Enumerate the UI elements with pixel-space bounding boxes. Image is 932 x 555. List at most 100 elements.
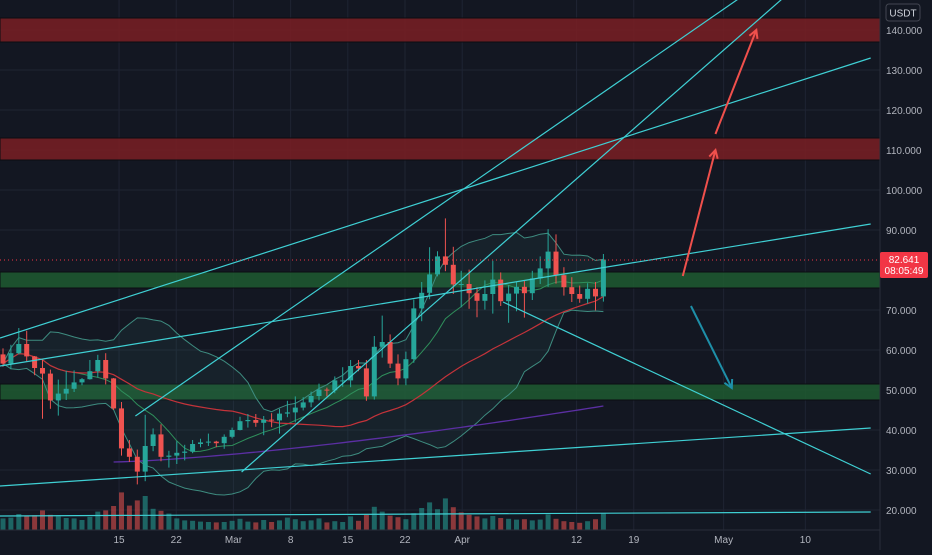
candle-body: [277, 413, 282, 421]
candle-body: [340, 380, 346, 382]
currency-label[interactable]: USDT: [885, 3, 921, 22]
candle-body: [498, 279, 504, 302]
trendline: [241, 0, 782, 473]
candle: [95, 354, 101, 378]
candle-body: [150, 434, 156, 446]
candle-body: [324, 389, 330, 391]
projection-arrow-line: [714, 29, 758, 135]
time-tick-label: 8: [288, 535, 294, 546]
volume-bar: [237, 518, 243, 530]
volume-bar: [593, 519, 598, 530]
candle-body: [356, 366, 361, 369]
candle-body: [63, 388, 69, 394]
candle: [40, 359, 45, 419]
volume-bar: [482, 518, 488, 530]
candle-body: [561, 275, 567, 288]
volume-bars: [0, 492, 606, 530]
volume-bar: [119, 492, 124, 530]
volume-bar: [450, 507, 456, 530]
trendline: [0, 223, 871, 367]
candle-body: [0, 354, 6, 364]
price-tick-label: 120.000: [886, 106, 923, 117]
candle: [111, 378, 117, 410]
candle-body: [229, 430, 235, 437]
volume-bar: [529, 520, 535, 530]
volume-bar: [245, 521, 251, 530]
volume-bar: [142, 496, 148, 530]
time-tick-label: Mar: [225, 535, 243, 546]
volume-bar: [316, 518, 322, 530]
volume-bar: [63, 518, 69, 530]
volume-bar: [198, 521, 203, 530]
candle: [79, 378, 85, 386]
candle: [229, 427, 235, 439]
candle: [32, 356, 38, 376]
candle-body: [371, 346, 377, 397]
volume-bar: [292, 519, 298, 530]
volume-bar: [498, 518, 504, 530]
volume-bar: [585, 521, 591, 530]
volume-bar: [411, 513, 417, 530]
volume-bar: [577, 522, 583, 530]
volume-bar: [32, 515, 38, 530]
candle: [514, 282, 519, 312]
volume-bar: [40, 510, 45, 530]
candle-body: [585, 288, 591, 299]
svg-text:USDT: USDT: [889, 9, 916, 20]
volume-bar: [458, 512, 464, 530]
candle: [371, 336, 377, 400]
volume-bar: [600, 513, 606, 530]
projection-arrow-head: [708, 147, 719, 159]
candle-body: [292, 407, 298, 413]
candle-body: [411, 308, 417, 360]
candle-body: [600, 259, 606, 297]
volume-bar: [71, 518, 77, 530]
volume-bar: [284, 517, 290, 530]
trendline: [135, 0, 738, 417]
candle: [182, 444, 188, 461]
volume-bar: [126, 505, 132, 530]
time-axis[interactable]: 15 22 Mar 8 15 22 Apr 12 19 May 10: [113, 535, 811, 546]
candle-body: [482, 294, 488, 301]
projection-arrow-line: [690, 305, 733, 389]
price-tick-label: 110.000: [886, 146, 922, 157]
candle: [348, 360, 354, 388]
candle: [395, 354, 401, 386]
volume-bar: [466, 514, 472, 530]
volume-bar: [569, 522, 575, 530]
volume-bar: [174, 518, 180, 530]
price-tick-label: 70.000: [886, 306, 917, 317]
candle: [411, 299, 417, 363]
volume-bar: [435, 509, 440, 530]
volume-bar: [277, 520, 282, 530]
volume-bar: [103, 510, 109, 530]
candle: [427, 247, 433, 300]
volume-bar: [474, 516, 480, 530]
volume-bar: [55, 516, 61, 530]
candle: [600, 254, 606, 302]
candle: [190, 440, 196, 454]
price-tick-label: 90.000: [886, 226, 917, 237]
candle-body: [490, 279, 496, 294]
candle: [308, 391, 314, 408]
candle: [474, 287, 480, 318]
price-tick-label: 60.000: [886, 346, 917, 357]
volume-bar: [395, 517, 401, 530]
price-tick-label: 30.000: [886, 466, 917, 477]
candle: [213, 440, 219, 448]
price-zones: [0, 17, 881, 401]
bollinger-lower: [2, 309, 604, 496]
price-axis[interactable]: 140.000 130.000 120.000 110.000 100.000 90.00…: [886, 26, 923, 517]
candle-body: [221, 436, 227, 444]
candle-body: [237, 421, 243, 430]
volume-bar: [24, 515, 30, 530]
volume-bar: [308, 520, 314, 530]
candle-body: [134, 456, 140, 472]
time-tick-label: 22: [171, 535, 183, 546]
candle: [221, 434, 227, 449]
volume-bar: [8, 517, 14, 530]
projection-arrow-head: [748, 28, 759, 40]
candle-body: [71, 382, 77, 389]
volume-bar: [356, 520, 361, 530]
